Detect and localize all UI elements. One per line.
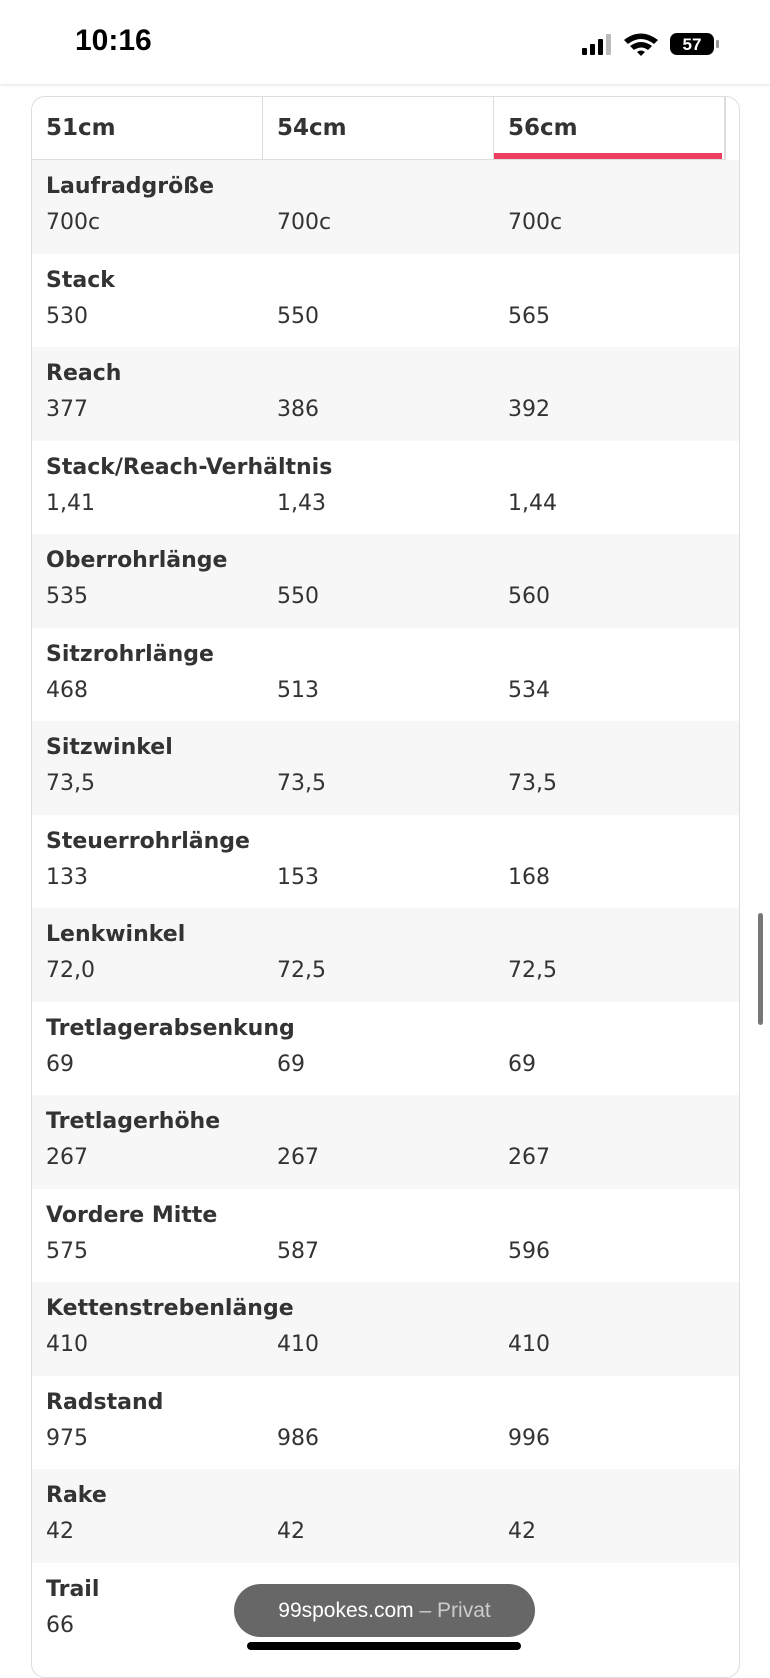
cell-value: 534 bbox=[508, 677, 550, 703]
table-row: Stack/Reach-Verhältnis 1,41 1,43 1,44 bbox=[32, 440, 739, 534]
cell-value: 410 bbox=[508, 1332, 550, 1357]
column-header[interactable]: 56cm bbox=[494, 97, 725, 160]
table-row: Vordere Mitte 575 587 596 bbox=[32, 1188, 739, 1282]
row-label: Lenkwinkel bbox=[46, 922, 186, 947]
cell-value: 535 bbox=[46, 584, 88, 609]
cell-value: 550 bbox=[277, 303, 319, 329]
row-label: Sitzrohrlänge bbox=[46, 641, 214, 667]
row-label: Tretlagerabsenkung bbox=[46, 1015, 295, 1041]
cell-value: 42 bbox=[508, 1519, 536, 1544]
selected-indicator bbox=[494, 153, 722, 159]
status-bar: 10:16 57 bbox=[0, 0, 770, 84]
scrollbar bbox=[758, 913, 763, 1025]
row-label: Vordere Mitte bbox=[46, 1202, 218, 1228]
browser-address-pill[interactable]: 99spokes.com – Privat bbox=[234, 1584, 535, 1637]
row-label: Sitzwinkel bbox=[46, 735, 173, 760]
table-row: Oberrohrlänge 535 550 560 bbox=[32, 534, 739, 628]
table-row: Tretlagerhöhe 267 267 267 bbox=[32, 1095, 739, 1189]
table-row: Stack 530 550 565 bbox=[32, 253, 739, 347]
row-label: Stack bbox=[46, 267, 115, 293]
cell-value: 267 bbox=[46, 1145, 88, 1170]
cell-value: 72,0 bbox=[46, 958, 95, 983]
cell-value: 66 bbox=[46, 1612, 74, 1638]
row-label: Trail bbox=[46, 1576, 100, 1602]
cell-value: 700c bbox=[46, 210, 101, 235]
row-label: Steuerrohrlänge bbox=[46, 828, 250, 854]
time: 10:16 bbox=[75, 24, 152, 57]
cell-value: 267 bbox=[277, 1145, 319, 1170]
cell-value: 468 bbox=[46, 677, 88, 703]
cell-value: 73,5 bbox=[46, 771, 95, 796]
cell-value: 986 bbox=[277, 1425, 319, 1451]
cell-value: 410 bbox=[277, 1332, 319, 1357]
home-indicator bbox=[247, 1642, 521, 1650]
table-row: Rake 42 42 42 bbox=[32, 1469, 739, 1563]
table-row: Sitzrohrlänge 468 513 534 bbox=[32, 627, 739, 721]
domain: 99spokes.com bbox=[278, 1599, 414, 1622]
cell-value: 1,44 bbox=[508, 490, 557, 516]
row-label: Radstand bbox=[46, 1389, 164, 1415]
cell-value: 69 bbox=[46, 1051, 74, 1077]
cell-value: 153 bbox=[277, 864, 319, 890]
row-label: Reach bbox=[46, 361, 122, 386]
table-row: Steuerrohrlänge 133 153 168 bbox=[32, 814, 739, 908]
table-row: Tretlagerabsenkung 69 69 69 bbox=[32, 1001, 739, 1095]
table-row: Reach 377 386 392 bbox=[32, 347, 739, 441]
browsing-mode: – Privat bbox=[419, 1599, 491, 1622]
cell-value: 410 bbox=[46, 1332, 88, 1357]
table-row: Kettenstrebenlänge 410 410 410 bbox=[32, 1282, 739, 1376]
cell-value: 392 bbox=[508, 397, 550, 422]
table-row: Laufradgröße 700c 700c 700c bbox=[32, 160, 739, 254]
cell-value: 72,5 bbox=[277, 958, 326, 983]
cell-value: 1,41 bbox=[46, 490, 95, 516]
cell-value: 42 bbox=[46, 1519, 74, 1544]
cell-value: 596 bbox=[508, 1238, 550, 1264]
cell-value: 69 bbox=[508, 1051, 536, 1077]
cell-value: 72,5 bbox=[508, 958, 557, 983]
cell-value: 587 bbox=[277, 1238, 319, 1264]
cell-value: 700c bbox=[508, 210, 563, 235]
cell-value: 565 bbox=[508, 303, 550, 329]
row-label: Laufradgröße bbox=[46, 174, 214, 199]
cell-value: 69 bbox=[277, 1051, 305, 1077]
cell-value: 133 bbox=[46, 864, 88, 890]
geometry-table: 51cm 54cm 56cm Laufradgröße 700c 700c 700c Stac… bbox=[31, 96, 740, 1678]
header-divider bbox=[725, 97, 726, 160]
table-row: Sitzwinkel 73,5 73,5 73,5 bbox=[32, 721, 739, 815]
cell-value: 996 bbox=[508, 1425, 550, 1451]
row-label: Oberrohrlänge bbox=[46, 548, 228, 573]
row-label: Tretlagerhöhe bbox=[46, 1109, 221, 1134]
status-icons: 57 bbox=[582, 33, 719, 56]
cell-value: 73,5 bbox=[508, 771, 557, 796]
row-label: Kettenstrebenlänge bbox=[46, 1296, 294, 1321]
cell-value: 73,5 bbox=[277, 771, 326, 796]
column-header[interactable]: 54cm bbox=[263, 97, 494, 160]
cell-value: 377 bbox=[46, 397, 88, 422]
cell-value: 267 bbox=[508, 1145, 550, 1170]
cell-value: 42 bbox=[277, 1519, 305, 1544]
row-label: Stack/Reach-Verhältnis bbox=[46, 454, 333, 480]
cell-value: 975 bbox=[46, 1425, 88, 1451]
row-label: Rake bbox=[46, 1483, 107, 1508]
table-row: Lenkwinkel 72,0 72,5 72,5 bbox=[32, 908, 739, 1002]
table-row: Radstand 975 986 996 bbox=[32, 1375, 739, 1469]
cell-value: 700c bbox=[277, 210, 332, 235]
cell-value: 575 bbox=[46, 1238, 88, 1264]
cell-value: 560 bbox=[508, 584, 550, 609]
battery-level: 57 bbox=[683, 35, 702, 54]
cell-value: 386 bbox=[277, 397, 319, 422]
column-header[interactable]: 51cm bbox=[32, 97, 263, 160]
cell-value: 530 bbox=[46, 303, 88, 329]
cell-value: 513 bbox=[277, 677, 319, 703]
cell-value: 168 bbox=[508, 864, 550, 890]
cell-value: 1,43 bbox=[277, 490, 326, 516]
cell-value: 550 bbox=[277, 584, 319, 609]
